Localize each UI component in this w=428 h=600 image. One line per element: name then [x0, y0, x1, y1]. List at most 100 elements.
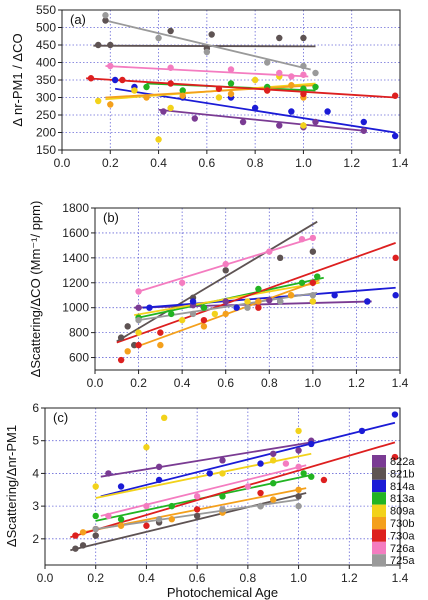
data-point-730b [222, 310, 229, 318]
data-point-814a [331, 292, 338, 299]
fit-line-726a [100, 464, 307, 517]
data-point-726a [222, 260, 229, 268]
data-point-809a [92, 483, 99, 490]
data-point-730a [167, 80, 174, 87]
data-point-822a [266, 297, 273, 304]
legend-label-730a: 730a [390, 530, 415, 542]
data-point-821b [124, 323, 131, 330]
x-tick-label: 1.2 [343, 156, 360, 170]
data-point-730b [143, 94, 150, 101]
data-point-813a [314, 273, 321, 280]
data-point-730b [124, 348, 131, 355]
panel-b: 0.0 0.2 0.4 0.6 0.8 1.0 1.2 1.4 600 800 1000 1200 14… [28, 201, 409, 390]
legend-label-725a: 725a [390, 555, 415, 567]
legend-swatch-730a [372, 529, 386, 542]
fit-line-821b [70, 492, 307, 552]
x-tick-label: 1.4 [392, 571, 409, 585]
data-point-725a [295, 502, 302, 510]
data-point-814a [288, 108, 295, 115]
y-tick-label: 1600 [62, 226, 89, 240]
data-point-725a [102, 12, 109, 19]
x-tick-label: 0.6 [217, 376, 234, 390]
y-tick-label: 300 [36, 91, 56, 105]
data-point-809a [167, 104, 174, 112]
data-point-725a [155, 516, 163, 523]
x-tick-label: 0.8 [261, 376, 278, 390]
data-point-821b [193, 512, 201, 520]
data-point-822a [276, 122, 283, 129]
data-point-822a [191, 115, 198, 122]
data-point-821b [300, 34, 307, 42]
data-point-809a [178, 316, 186, 324]
legend-label-730b: 730b [390, 518, 414, 530]
panel-a: 0.0 0.2 0.4 0.6 0.8 1.0 1.2 1.4 150 200 250 300 350 4… [10, 3, 409, 170]
data-point-730b [79, 529, 87, 536]
data-point-813a [312, 83, 319, 91]
legend-swatch-726a [372, 541, 386, 555]
data-point-730b [288, 82, 295, 89]
data-point-725a [264, 59, 271, 66]
legend-label-726a: 726a [390, 543, 415, 555]
data-point-726a [244, 483, 252, 490]
data-point-730a [255, 304, 262, 311]
y-tick-label: 450 [36, 38, 56, 52]
x-tick-label: 1.4 [392, 376, 409, 390]
x-tick-label: 0.4 [138, 571, 155, 585]
data-point-730a [200, 316, 208, 324]
y-tick-label: 1000 [62, 301, 89, 315]
legend-swatch-814a [372, 479, 386, 493]
data-point-814a [392, 292, 399, 299]
data-point-809a [295, 427, 302, 435]
fit-line-725a [138, 291, 318, 322]
fit-line-814a [100, 421, 396, 498]
data-point-730b [157, 341, 164, 349]
fit-line-730b [105, 84, 316, 99]
x-tick-label: 1.2 [348, 376, 365, 390]
data-point-814a [117, 483, 125, 490]
data-point-725a [300, 62, 307, 70]
data-point-814a [360, 118, 367, 126]
y-tick-label: 2 [32, 532, 39, 546]
plot-frame [44, 407, 401, 566]
fit-line-822a [100, 441, 312, 478]
data-point-822a [219, 457, 226, 464]
x-tick-label: 0.2 [87, 571, 104, 585]
x-tick-label: 1.2 [341, 571, 358, 585]
data-point-822a [105, 470, 112, 477]
y-tick-label: 5 [32, 434, 39, 448]
data-point-809a [309, 298, 317, 305]
data-point-821b [222, 267, 229, 274]
x-tick-label: 0.0 [87, 376, 104, 390]
data-point-730a [157, 329, 164, 336]
data-point-822a [155, 463, 163, 471]
data-point-726a [167, 64, 174, 71]
data-point-730a [72, 532, 79, 539]
data-point-730b [200, 323, 208, 330]
x-tick-label: 0.8 [247, 156, 264, 170]
data-point-822a [312, 118, 319, 126]
data-point-814a [233, 304, 240, 311]
data-point-725a [276, 298, 284, 305]
data-point-821b [167, 27, 174, 35]
data-point-814a [111, 76, 119, 84]
data-point-813a [200, 304, 208, 311]
data-point-813a [143, 83, 150, 91]
y-tick-label: 500 [36, 21, 56, 35]
data-point-814a [324, 108, 331, 115]
legend-label-821b: 821b [390, 468, 414, 480]
panel-label: (a) [70, 12, 86, 27]
panel-c: 0.0 0.2 0.4 0.6 0.8 1.0 1.2 1.4 2 3 4 5 6 ΔScattering… [4, 401, 409, 600]
data-point-730a [320, 476, 328, 484]
data-point-726a [276, 69, 283, 77]
data-point-726a [107, 62, 114, 70]
data-point-814a [257, 460, 264, 467]
data-point-814a [308, 440, 315, 448]
data-point-725a [155, 34, 162, 42]
x-tick-label: 0.4 [174, 376, 191, 390]
data-point-822a [160, 108, 167, 115]
y-axis-label: Δ nr-PM1 / ΔCO [10, 33, 25, 126]
data-point-730a [257, 489, 264, 497]
data-point-726a [298, 235, 306, 243]
data-point-821b [72, 545, 79, 552]
data-point-725a [92, 525, 99, 533]
